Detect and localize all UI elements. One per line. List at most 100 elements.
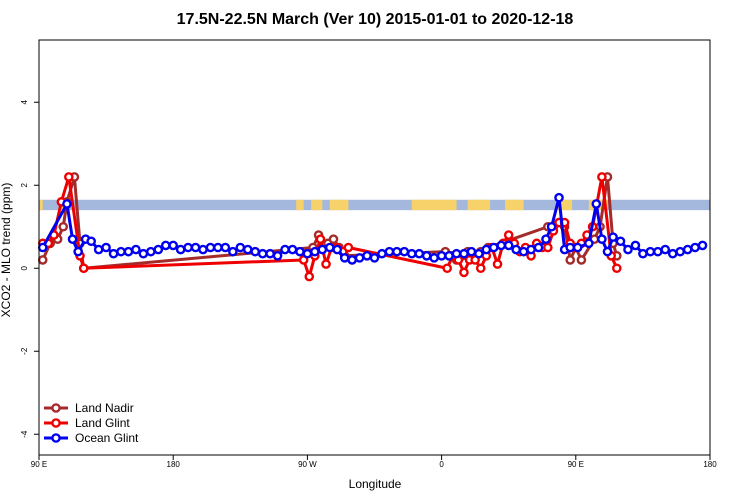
data-point (220, 242, 231, 253)
data-point (503, 230, 514, 240)
data-point (503, 240, 514, 251)
chart-title: 17.5N-22.5N March (Ver 10) 2015-01-01 to… (177, 11, 574, 28)
x-tick-label: 180 (167, 460, 181, 469)
land-segment (411, 199, 457, 211)
data-point (591, 199, 602, 209)
data-point (198, 244, 208, 255)
data-point (146, 246, 156, 257)
data-point (168, 240, 178, 251)
series-ocean-glint (37, 192, 708, 265)
data-point (414, 248, 425, 259)
data-point (384, 246, 395, 257)
data-point (451, 248, 462, 259)
data-point (304, 271, 315, 282)
land-segment (296, 199, 304, 211)
data-point (295, 246, 305, 257)
data-point (339, 253, 350, 263)
data-point (228, 246, 238, 257)
data-point (242, 244, 253, 255)
legend-marker (51, 433, 61, 443)
data-point (235, 242, 246, 253)
data-point (475, 263, 486, 274)
series-line (42, 175, 619, 279)
x-axis: 90 E 180 90 W 0 90 E 180 (31, 455, 717, 469)
x-tick-label: 90 E (568, 460, 584, 469)
data-point (543, 242, 553, 253)
data-point (488, 242, 499, 253)
data-point (86, 236, 96, 247)
data-point (205, 242, 216, 253)
data-point (554, 192, 564, 203)
data-point (131, 244, 141, 255)
data-point (697, 240, 708, 251)
data-point (597, 234, 607, 244)
data-point (93, 244, 104, 255)
series-layer (37, 172, 708, 282)
y-tick-label: 4 (20, 99, 29, 104)
data-point (442, 263, 452, 274)
plot-frame (38, 39, 711, 456)
data-point (362, 250, 372, 261)
data-point (572, 242, 583, 253)
data-point (459, 267, 469, 278)
data-point (183, 242, 193, 253)
data-point (354, 253, 365, 263)
data-point (466, 246, 477, 257)
y-tick-label: 0 (20, 265, 29, 270)
land-segment (329, 199, 349, 211)
data-point (67, 234, 78, 244)
data-point (213, 242, 223, 253)
x-tick-label: 180 (703, 460, 717, 469)
data-point (623, 244, 633, 255)
data-point (265, 248, 275, 259)
data-point (406, 248, 417, 259)
y-tick-label: -2 (20, 347, 29, 355)
data-point (332, 244, 343, 255)
ocean-band (39, 199, 710, 211)
data-point (190, 242, 201, 253)
x-axis-label: Longitude (349, 477, 402, 491)
data-point (37, 255, 48, 265)
data-point (73, 246, 83, 257)
data-point (615, 236, 626, 247)
data-point (280, 244, 290, 255)
y-tick-label: 2 (20, 182, 29, 187)
data-point (597, 172, 607, 182)
data-point (108, 248, 119, 259)
data-point (526, 244, 536, 255)
data-point (310, 246, 320, 257)
data-point (153, 244, 164, 255)
y-axis: -4 -2 0 2 4 (20, 99, 39, 438)
data-point (138, 248, 149, 259)
data-point (302, 248, 313, 259)
data-point (392, 246, 402, 257)
land-segment (467, 199, 491, 211)
data-point (660, 244, 671, 255)
land-segment (504, 199, 524, 211)
data-point (518, 246, 529, 257)
x-tick-label: 90 W (298, 460, 317, 469)
data-point (328, 234, 339, 244)
legend-marker (51, 418, 61, 428)
data-point (645, 246, 656, 257)
data-point (459, 248, 469, 259)
data-point (272, 250, 283, 261)
data-point (653, 246, 663, 257)
legend-label: Land Nadir (75, 401, 134, 415)
data-point (690, 242, 700, 253)
data-point (474, 248, 484, 259)
data-point (58, 221, 69, 232)
data-point (496, 240, 507, 251)
data-point (481, 244, 492, 255)
data-point (608, 232, 618, 242)
data-point (123, 246, 134, 257)
data-point (638, 248, 648, 259)
data-point (492, 259, 503, 269)
data-point (62, 199, 72, 209)
data-point (429, 253, 439, 263)
data-point (324, 242, 335, 253)
data-point (630, 240, 641, 251)
data-point (343, 242, 354, 253)
